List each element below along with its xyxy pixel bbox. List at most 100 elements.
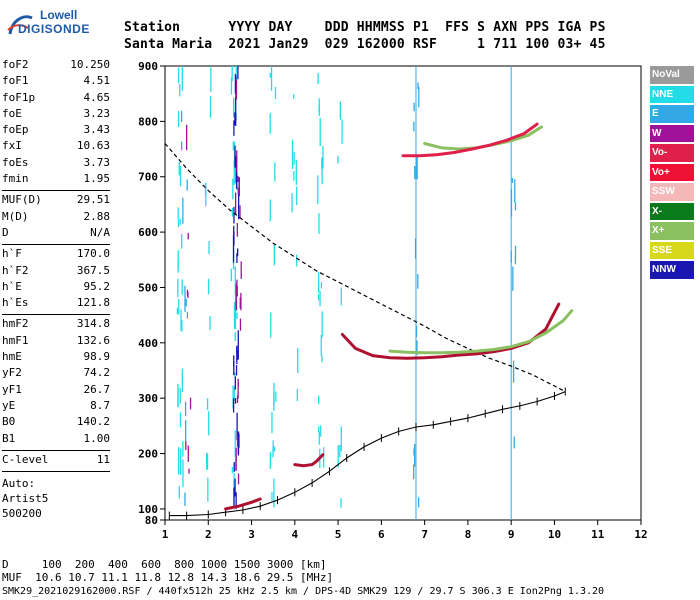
- param-value: 3.23: [83, 106, 111, 120]
- x-tick-label: 3: [248, 528, 255, 541]
- parameter-group-frequencies: foF2 10.250 foF1 4.51 foF1p 4.65 foE 3.23 foEp 3.…: [2, 58, 110, 188]
- legend-item: Vo+: [650, 163, 694, 181]
- param-key: foEs: [2, 155, 29, 169]
- divider: [2, 314, 110, 316]
- legend-item: NoVal: [650, 66, 694, 84]
- param-key: fmin: [2, 172, 29, 186]
- polarization-legend: NoVal NNE E W Vo- Vo+ SSW X- X+ SSE NNW: [650, 66, 694, 281]
- param-row: yF2 74.2: [2, 366, 110, 382]
- auto-version: 500200: [2, 507, 42, 521]
- x-tick-label: 12: [634, 528, 647, 541]
- legend-item: NNW: [650, 261, 694, 279]
- y-tick-label: 700: [138, 171, 158, 184]
- param-row: foF2 10.250: [2, 58, 110, 74]
- parameter-group-confidence: C-level 11: [2, 453, 110, 469]
- y-tick-label: 500: [138, 281, 158, 294]
- param-row: h`F2 367.5: [2, 264, 110, 280]
- plot-area: [164, 65, 642, 521]
- param-row: h`E 95.2: [2, 280, 110, 296]
- param-value: 1.95: [83, 172, 111, 186]
- x-tick-label: 6: [378, 528, 385, 541]
- logo-bottom-text: DIGISONDE: [18, 22, 90, 36]
- param-key: hmF1: [2, 333, 29, 347]
- x-tick-label: 8: [465, 528, 472, 541]
- param-row: C-level 11: [2, 453, 110, 469]
- param-value: 367.5: [76, 263, 110, 277]
- divider: [2, 244, 110, 246]
- param-key: fxI: [2, 139, 22, 153]
- param-key: B1: [2, 431, 16, 445]
- series-trace-Es: [293, 453, 325, 468]
- param-value: 314.8: [76, 317, 110, 331]
- x-tick-label: 10: [548, 528, 561, 541]
- param-key: foE: [2, 106, 22, 120]
- y-tick-label: 200: [138, 448, 158, 461]
- param-value: 170.0: [76, 247, 110, 261]
- param-row: foEs 3.73: [2, 156, 110, 172]
- legend-item: SSE: [650, 241, 694, 259]
- divider: [2, 471, 110, 473]
- header-line-2: Santa Maria 2021 Jan29 029 162000 RSF 1 …: [124, 37, 606, 52]
- digisonde-logo: Lowell DIGISONDE: [6, 8, 89, 44]
- param-value: 8.7: [90, 398, 110, 412]
- legend-item: SSW: [650, 183, 694, 201]
- param-value: N/A: [90, 225, 110, 239]
- param-key: foEp: [2, 123, 29, 137]
- param-key: h`E: [2, 279, 22, 293]
- param-row: fmin 1.95: [2, 172, 110, 188]
- param-key: yE: [2, 398, 16, 412]
- param-value: 121.8: [76, 296, 110, 310]
- divider: [2, 190, 110, 192]
- param-value: 10.250: [70, 58, 110, 71]
- param-key: B0: [2, 415, 16, 429]
- param-value: 74.2: [83, 366, 111, 380]
- legend-item: W: [650, 124, 694, 142]
- param-key: yF1: [2, 382, 22, 396]
- x-tick-label: 7: [421, 528, 428, 541]
- param-row: D N/A: [2, 226, 110, 242]
- param-value: 132.6: [76, 333, 110, 347]
- param-key: yF2: [2, 366, 22, 380]
- param-row: M(D) 2.88: [2, 210, 110, 226]
- param-row: hmE 98.9: [2, 350, 110, 366]
- param-key: M(D): [2, 209, 29, 223]
- parameter-group-muf: MUF(D) 29.51 M(D) 2.88 D N/A: [2, 193, 110, 242]
- param-value: 29.51: [76, 193, 110, 207]
- legend-item: X+: [650, 222, 694, 240]
- parameter-group-virtual-heights: h`F 170.0 h`F2 367.5 h`E 95.2 h`Es 121.8: [2, 247, 110, 312]
- series-profile-ticks: [169, 391, 566, 517]
- param-row: hmF1 132.6: [2, 334, 110, 350]
- param-row: foF1p 4.65: [2, 91, 110, 107]
- y-tick-label: 300: [138, 392, 158, 405]
- param-row: hmF2 314.8: [2, 317, 110, 333]
- y-tick-label: 900: [138, 60, 158, 73]
- y-tick-label: 400: [138, 337, 158, 350]
- param-value: 3.43: [83, 123, 111, 137]
- param-value: 10.63: [76, 139, 110, 153]
- logo-top-text: Lowell: [40, 8, 78, 22]
- autoscaling-info: Auto: Artist5 500200: [2, 476, 110, 521]
- param-key: h`Es: [2, 296, 29, 310]
- series-profile-dashed: [164, 143, 566, 393]
- param-value: 4.51: [83, 74, 111, 88]
- y-tick-label: 800: [138, 115, 158, 128]
- logo-swirl-icon: [7, 15, 33, 35]
- param-row: MUF(D) 29.51: [2, 193, 110, 209]
- param-value: 2.88: [83, 209, 111, 223]
- param-row: B0 140.2: [2, 415, 110, 431]
- x-tick-label: 11: [591, 528, 605, 541]
- series-trace-upper-O: [401, 122, 539, 158]
- auto-artist: Artist5: [2, 492, 49, 506]
- y-tick-label: 80: [145, 514, 158, 527]
- param-key: foF1: [2, 74, 29, 88]
- param-key: h`F: [2, 247, 22, 261]
- param-row: foF1 4.51: [2, 74, 110, 90]
- param-row: h`F 170.0: [2, 247, 110, 263]
- param-key: foF1p: [2, 90, 36, 104]
- param-row: h`Es 121.8: [2, 296, 110, 312]
- footer-muf-row: MUF 10.6 10.7 11.1 11.8 12.8 14.3 18.6 2…: [2, 571, 334, 584]
- auto-label: Auto:: [2, 477, 36, 491]
- param-key: MUF(D): [2, 193, 42, 207]
- parameter-group-profile: hmF2 314.8 hmF1 132.6 hmE 98.9 yF2 74.2 yF1 26.7 y…: [2, 317, 110, 447]
